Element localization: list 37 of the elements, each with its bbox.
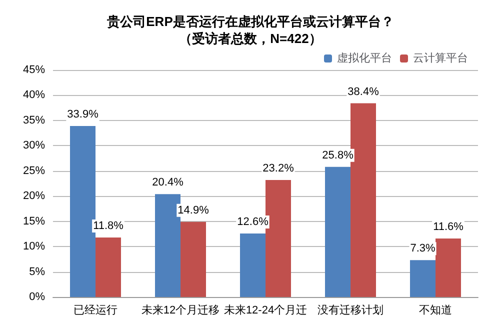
y-tick-label: 0% bbox=[29, 291, 46, 303]
data-label: 33.9% bbox=[67, 108, 99, 120]
bar bbox=[325, 166, 350, 297]
bar bbox=[180, 222, 206, 297]
y-tick-label: 25% bbox=[22, 164, 46, 177]
y-tick-label: 45% bbox=[22, 64, 46, 76]
data-label: 14.9% bbox=[178, 204, 210, 216]
bar bbox=[96, 237, 121, 297]
y-tick-label: 30% bbox=[22, 140, 46, 152]
x-tick-label: 已经运行 bbox=[74, 304, 118, 316]
data-label: 25.8% bbox=[322, 149, 354, 162]
data-label: 11.8% bbox=[93, 220, 124, 232]
bar bbox=[240, 233, 266, 297]
bar bbox=[436, 238, 461, 297]
bar bbox=[70, 126, 96, 297]
chart-subtitle: （受访者总数，N=422） bbox=[179, 31, 322, 46]
chart-title: 贵公司ERP是否运行在虚拟化平台或云计算平台？ bbox=[106, 14, 394, 29]
data-label: 12.6% bbox=[237, 216, 269, 228]
legend-label: 云计算平台 bbox=[413, 52, 468, 64]
y-tick-label: 40% bbox=[22, 89, 46, 102]
bar bbox=[155, 194, 180, 297]
x-tick-label: 未来12-24个月迁 bbox=[224, 304, 308, 316]
y-tick-label: 35% bbox=[22, 114, 46, 126]
bar bbox=[410, 260, 436, 297]
x-tick-label: 不知道 bbox=[419, 304, 452, 316]
data-label: 7.3% bbox=[410, 242, 436, 255]
y-tick-label: 15% bbox=[22, 215, 46, 228]
data-label: 20.4% bbox=[152, 176, 184, 189]
y-tick-label: 5% bbox=[29, 266, 46, 278]
x-tick-label: 未来12个月迁移 bbox=[141, 304, 220, 316]
y-tick-label: 10% bbox=[22, 240, 46, 253]
y-tick-label: 20% bbox=[22, 190, 46, 202]
x-tick-label: 没有迁移计划 bbox=[318, 304, 384, 316]
data-label: 23.2% bbox=[262, 162, 294, 174]
data-label: 38.4% bbox=[348, 86, 380, 98]
data-label: 11.6% bbox=[433, 220, 464, 233]
legend-label: 虚拟化平台 bbox=[337, 52, 392, 64]
